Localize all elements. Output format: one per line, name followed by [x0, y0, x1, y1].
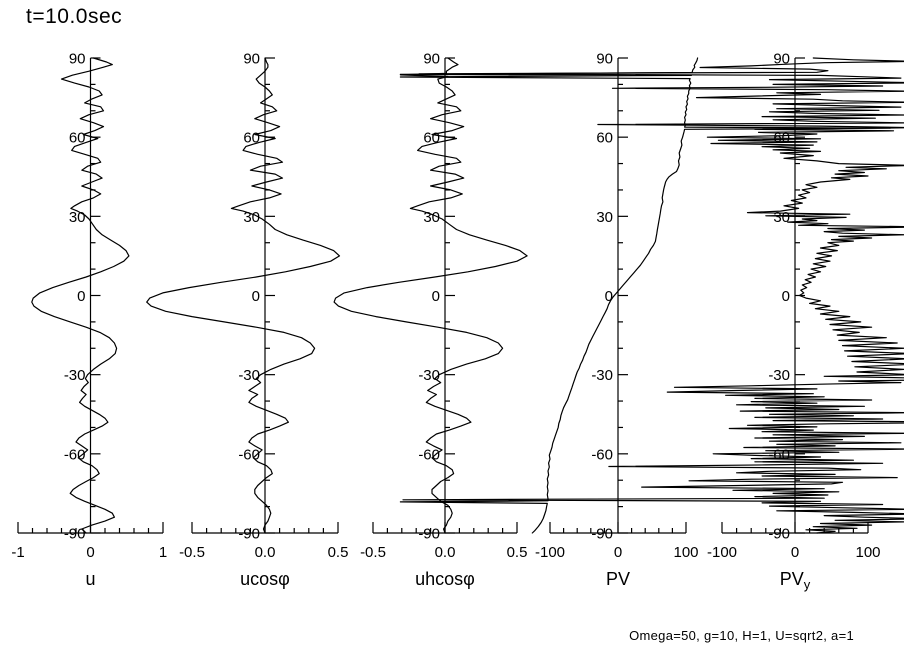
x-tick-label: 0 — [791, 544, 799, 561]
y-tick-label: 90 — [596, 51, 613, 68]
panel-pv-curve — [399, 57, 891, 534]
panel-pvy-title-subscript: y — [804, 577, 811, 592]
y-tick-label: 0 — [432, 288, 440, 305]
panel-uhcos-curve — [333, 57, 528, 534]
panel-pv-title: PV — [606, 569, 630, 589]
y-tick-label: -90 — [768, 526, 790, 543]
y-tick-label: 0 — [782, 288, 790, 305]
panel-ucos-title: ucosφ — [240, 569, 290, 589]
y-tick-label: -90 — [591, 526, 613, 543]
x-tick-label: -0.5 — [179, 544, 205, 561]
panel-u-title: u — [85, 569, 95, 589]
y-tick-label: -90 — [64, 526, 86, 543]
panel-u-curve — [31, 57, 130, 534]
y-tick-label: -30 — [418, 367, 440, 384]
panel-ucos-curve — [146, 57, 341, 534]
y-tick-label: -90 — [238, 526, 260, 543]
x-tick-label: 1 — [159, 544, 167, 561]
y-tick-label: -90 — [418, 526, 440, 543]
parameters-caption: Omega=50, g=10, H=1, U=sqrt2, a=1 — [629, 628, 854, 643]
panel-pvy-title: PVy — [780, 569, 811, 592]
y-tick-label: 60 — [69, 130, 86, 147]
x-tick-label: 100 — [855, 544, 880, 561]
y-tick-label: -60 — [591, 446, 613, 463]
panel-uhcos-title: uhcosφ — [415, 569, 475, 589]
panel-pvy-curve — [402, 57, 904, 534]
x-tick-label: 0 — [86, 544, 94, 561]
y-tick-label: 90 — [243, 51, 260, 68]
y-tick-label: 0 — [605, 288, 613, 305]
x-tick-label: 0.5 — [507, 544, 528, 561]
y-tick-label: -60 — [418, 446, 440, 463]
x-tick-label: -100 — [707, 544, 737, 561]
y-tick-label: 0 — [77, 288, 85, 305]
x-tick-label: 0.0 — [255, 544, 276, 561]
y-tick-label: 0 — [252, 288, 260, 305]
x-tick-label: -0.5 — [360, 544, 386, 561]
y-tick-label: 90 — [423, 51, 440, 68]
x-tick-label: 0 — [614, 544, 622, 561]
y-tick-label: 90 — [69, 51, 86, 68]
x-tick-label: 100 — [673, 544, 698, 561]
x-tick-label: -1 — [11, 544, 24, 561]
plot-title: t=10.0sec — [26, 5, 123, 28]
y-tick-label: -30 — [238, 367, 260, 384]
x-tick-label: 0.5 — [328, 544, 349, 561]
y-tick-label: 90 — [773, 51, 790, 68]
x-tick-label: 0.0 — [435, 544, 456, 561]
y-tick-label: 60 — [596, 130, 613, 147]
panel-pv: 90 60 30 0 -30 -60 -90 -100 0 100 PV — [399, 51, 891, 589]
y-tick-label: 30 — [596, 209, 613, 226]
y-tick-label: -30 — [64, 367, 86, 384]
x-tick-label: -100 — [535, 544, 565, 561]
y-tick-label: -30 — [768, 367, 790, 384]
y-tick-label: -30 — [591, 367, 613, 384]
